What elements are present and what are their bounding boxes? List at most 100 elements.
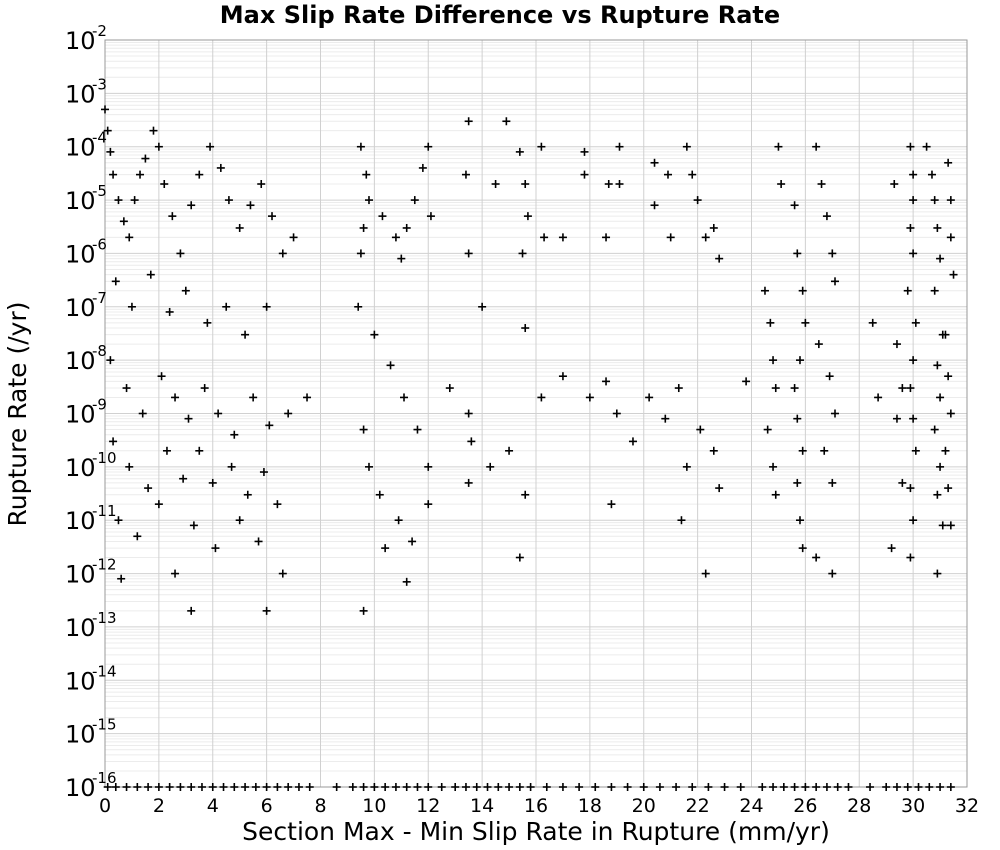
data-point: [906, 142, 915, 151]
data-point: [661, 414, 670, 423]
data-point: [249, 393, 258, 402]
data-point: [478, 302, 487, 311]
x-tick-label: 0: [99, 795, 111, 817]
data-point: [359, 783, 368, 791]
y-tick-label: 10: [65, 667, 96, 695]
data-point: [491, 180, 500, 189]
data-point: [200, 384, 209, 393]
data-point: [537, 393, 546, 402]
data-point: [602, 377, 611, 386]
x-tick-label: 12: [416, 795, 440, 817]
data-point: [580, 147, 589, 156]
data-point: [944, 372, 953, 381]
data-point: [273, 783, 282, 791]
data-point: [109, 437, 118, 446]
data-point: [176, 783, 185, 791]
data-point: [946, 196, 955, 205]
data-point: [278, 249, 287, 258]
y-tick-label: 10: [65, 80, 96, 108]
data-point: [941, 446, 950, 455]
data-point: [798, 286, 807, 295]
data-point: [946, 783, 955, 791]
data-point: [165, 307, 174, 316]
data-point: [214, 409, 223, 418]
y-tick-label: 10: [65, 294, 96, 322]
data-point: [874, 393, 883, 402]
data-point: [154, 783, 163, 791]
data-point: [364, 462, 373, 471]
data-point: [362, 170, 371, 179]
y-tick-exponent: -2: [92, 22, 107, 40]
y-axis-label: Rupture Rate (/yr): [3, 302, 32, 527]
data-point: [542, 783, 551, 791]
data-point: [464, 117, 473, 126]
data-point: [375, 490, 384, 499]
data-point: [892, 783, 901, 791]
data-point: [828, 569, 837, 578]
data-point: [356, 249, 365, 258]
data-point: [696, 425, 705, 434]
data-point: [211, 544, 220, 553]
data-point: [655, 783, 664, 791]
data-point: [604, 180, 613, 189]
data-point: [117, 574, 126, 583]
data-point: [828, 478, 837, 487]
data-point: [795, 516, 804, 525]
data-point: [602, 233, 611, 242]
data-point: [157, 372, 166, 381]
data-point: [833, 783, 842, 791]
y-tick-exponent: -10: [92, 449, 117, 467]
data-point: [125, 462, 134, 471]
data-point: [909, 170, 918, 179]
x-tick-label: 26: [793, 795, 817, 817]
data-point: [930, 286, 939, 295]
data-point: [391, 233, 400, 242]
data-point: [424, 500, 433, 509]
data-point: [831, 277, 840, 286]
data-point: [936, 393, 945, 402]
data-point: [682, 462, 691, 471]
data-point: [906, 223, 915, 232]
data-point: [235, 223, 244, 232]
data-point: [224, 196, 233, 205]
data-point: [394, 516, 403, 525]
data-point: [925, 783, 934, 791]
data-point: [181, 286, 190, 295]
data-point: [160, 180, 169, 189]
data-point: [927, 170, 936, 179]
data-point: [933, 490, 942, 499]
data-point: [483, 783, 492, 791]
y-tick-label: 10: [65, 347, 96, 375]
y-tick-label: 10: [65, 27, 96, 55]
data-point: [189, 521, 198, 530]
data-point: [938, 521, 947, 530]
data-point: [227, 462, 236, 471]
data-point: [265, 421, 274, 430]
data-point: [114, 516, 123, 525]
data-point: [793, 414, 802, 423]
data-point: [246, 201, 255, 210]
data-point: [424, 462, 433, 471]
y-tick-label: 10: [65, 240, 96, 268]
data-point: [521, 180, 530, 189]
data-point: [909, 196, 918, 205]
y-axis-ticks: 10-210-310-410-510-610-710-810-910-1010-…: [65, 22, 117, 802]
data-point: [623, 783, 632, 791]
x-tick-label: 30: [901, 795, 925, 817]
data-point: [359, 606, 368, 615]
data-point: [540, 233, 549, 242]
data-point: [254, 537, 263, 546]
data-point: [715, 484, 724, 493]
data-point: [650, 158, 659, 167]
data-point: [790, 201, 799, 210]
data-point: [758, 783, 767, 791]
data-point: [278, 569, 287, 578]
data-point: [241, 783, 250, 791]
data-point: [801, 783, 810, 791]
y-tick-exponent: -11: [92, 502, 117, 520]
data-point: [154, 500, 163, 509]
data-point: [828, 249, 837, 258]
data-point: [464, 478, 473, 487]
data-point: [397, 254, 406, 263]
data-point: [424, 783, 433, 791]
